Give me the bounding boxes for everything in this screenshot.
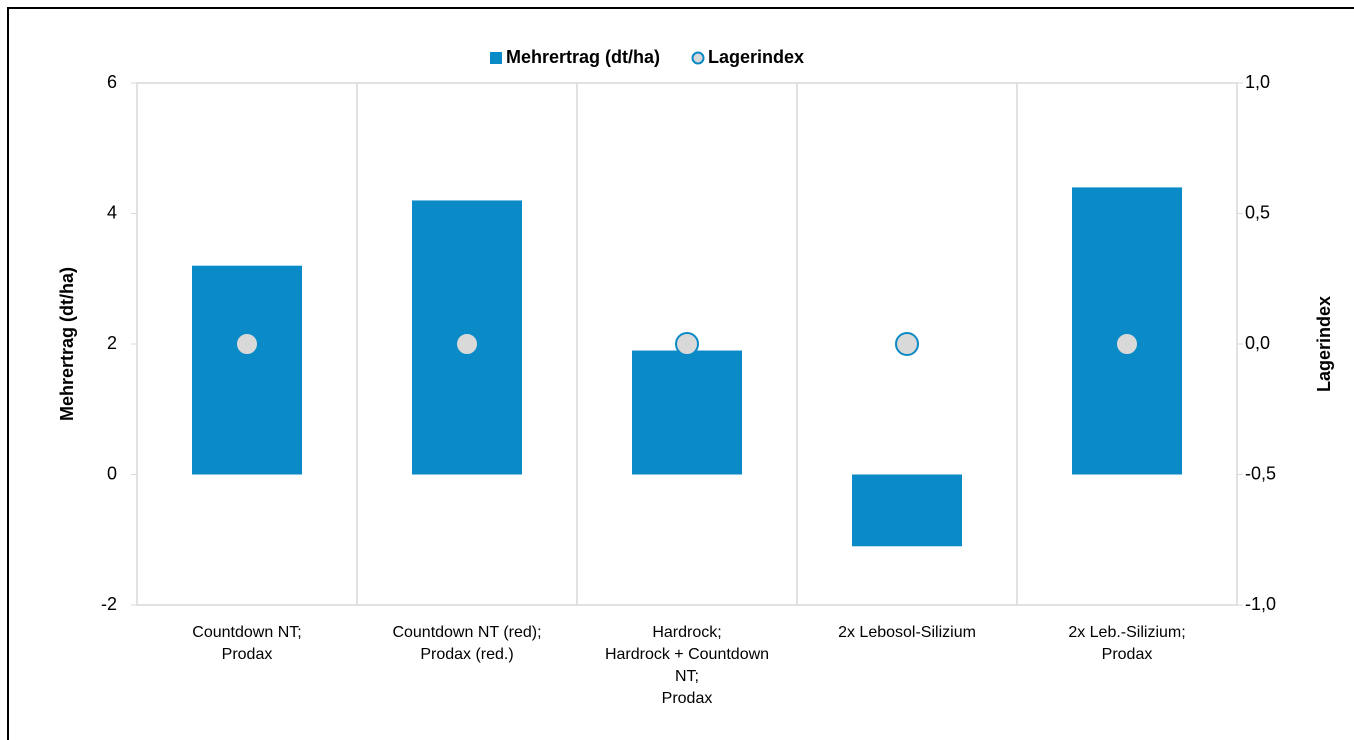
y-tick-label: 4 xyxy=(107,202,117,222)
y-tick-label: 0 xyxy=(107,463,117,483)
legend-label: Mehrertrag (dt/ha) xyxy=(506,47,660,67)
y-axis-label: Mehrertrag (dt/ha) xyxy=(57,267,77,421)
y-tick-label: 6 xyxy=(107,72,117,92)
point xyxy=(895,332,919,356)
bar xyxy=(192,265,302,475)
y2-tick-label: 0,0 xyxy=(1245,333,1270,353)
x-tick-label: Countdown NT (red); Prodax (red.) xyxy=(392,624,541,663)
x-tick-label: Countdown NT; Prodax xyxy=(192,624,301,663)
y2-tick-label: -0,5 xyxy=(1245,463,1276,483)
bar xyxy=(1072,187,1182,475)
y2-axis-label: Lagerindex xyxy=(1314,296,1334,392)
bar xyxy=(632,350,742,475)
y-tick-label: 2 xyxy=(107,333,117,353)
point xyxy=(235,332,259,356)
bar xyxy=(852,474,962,547)
point xyxy=(1115,332,1139,356)
legend-label: Lagerindex xyxy=(708,47,804,67)
x-tick-label: 2x Lebosol-Silizium xyxy=(838,624,976,641)
legend-swatch xyxy=(490,52,502,64)
y2-tick-label: -1,0 xyxy=(1245,594,1276,614)
x-tick-label: 2x Leb.-Silizium; Prodax xyxy=(1068,624,1185,663)
legend-swatch xyxy=(691,51,705,65)
point xyxy=(455,332,479,356)
point xyxy=(675,332,699,356)
x-tick-label: Hardrock; Hardrock + Countdown NT; Prodax xyxy=(605,624,769,707)
y2-tick-label: 1,0 xyxy=(1245,72,1270,92)
chart-frame xyxy=(7,7,1354,740)
y-tick-label: -2 xyxy=(101,594,117,614)
y2-tick-label: 0,5 xyxy=(1245,202,1270,222)
